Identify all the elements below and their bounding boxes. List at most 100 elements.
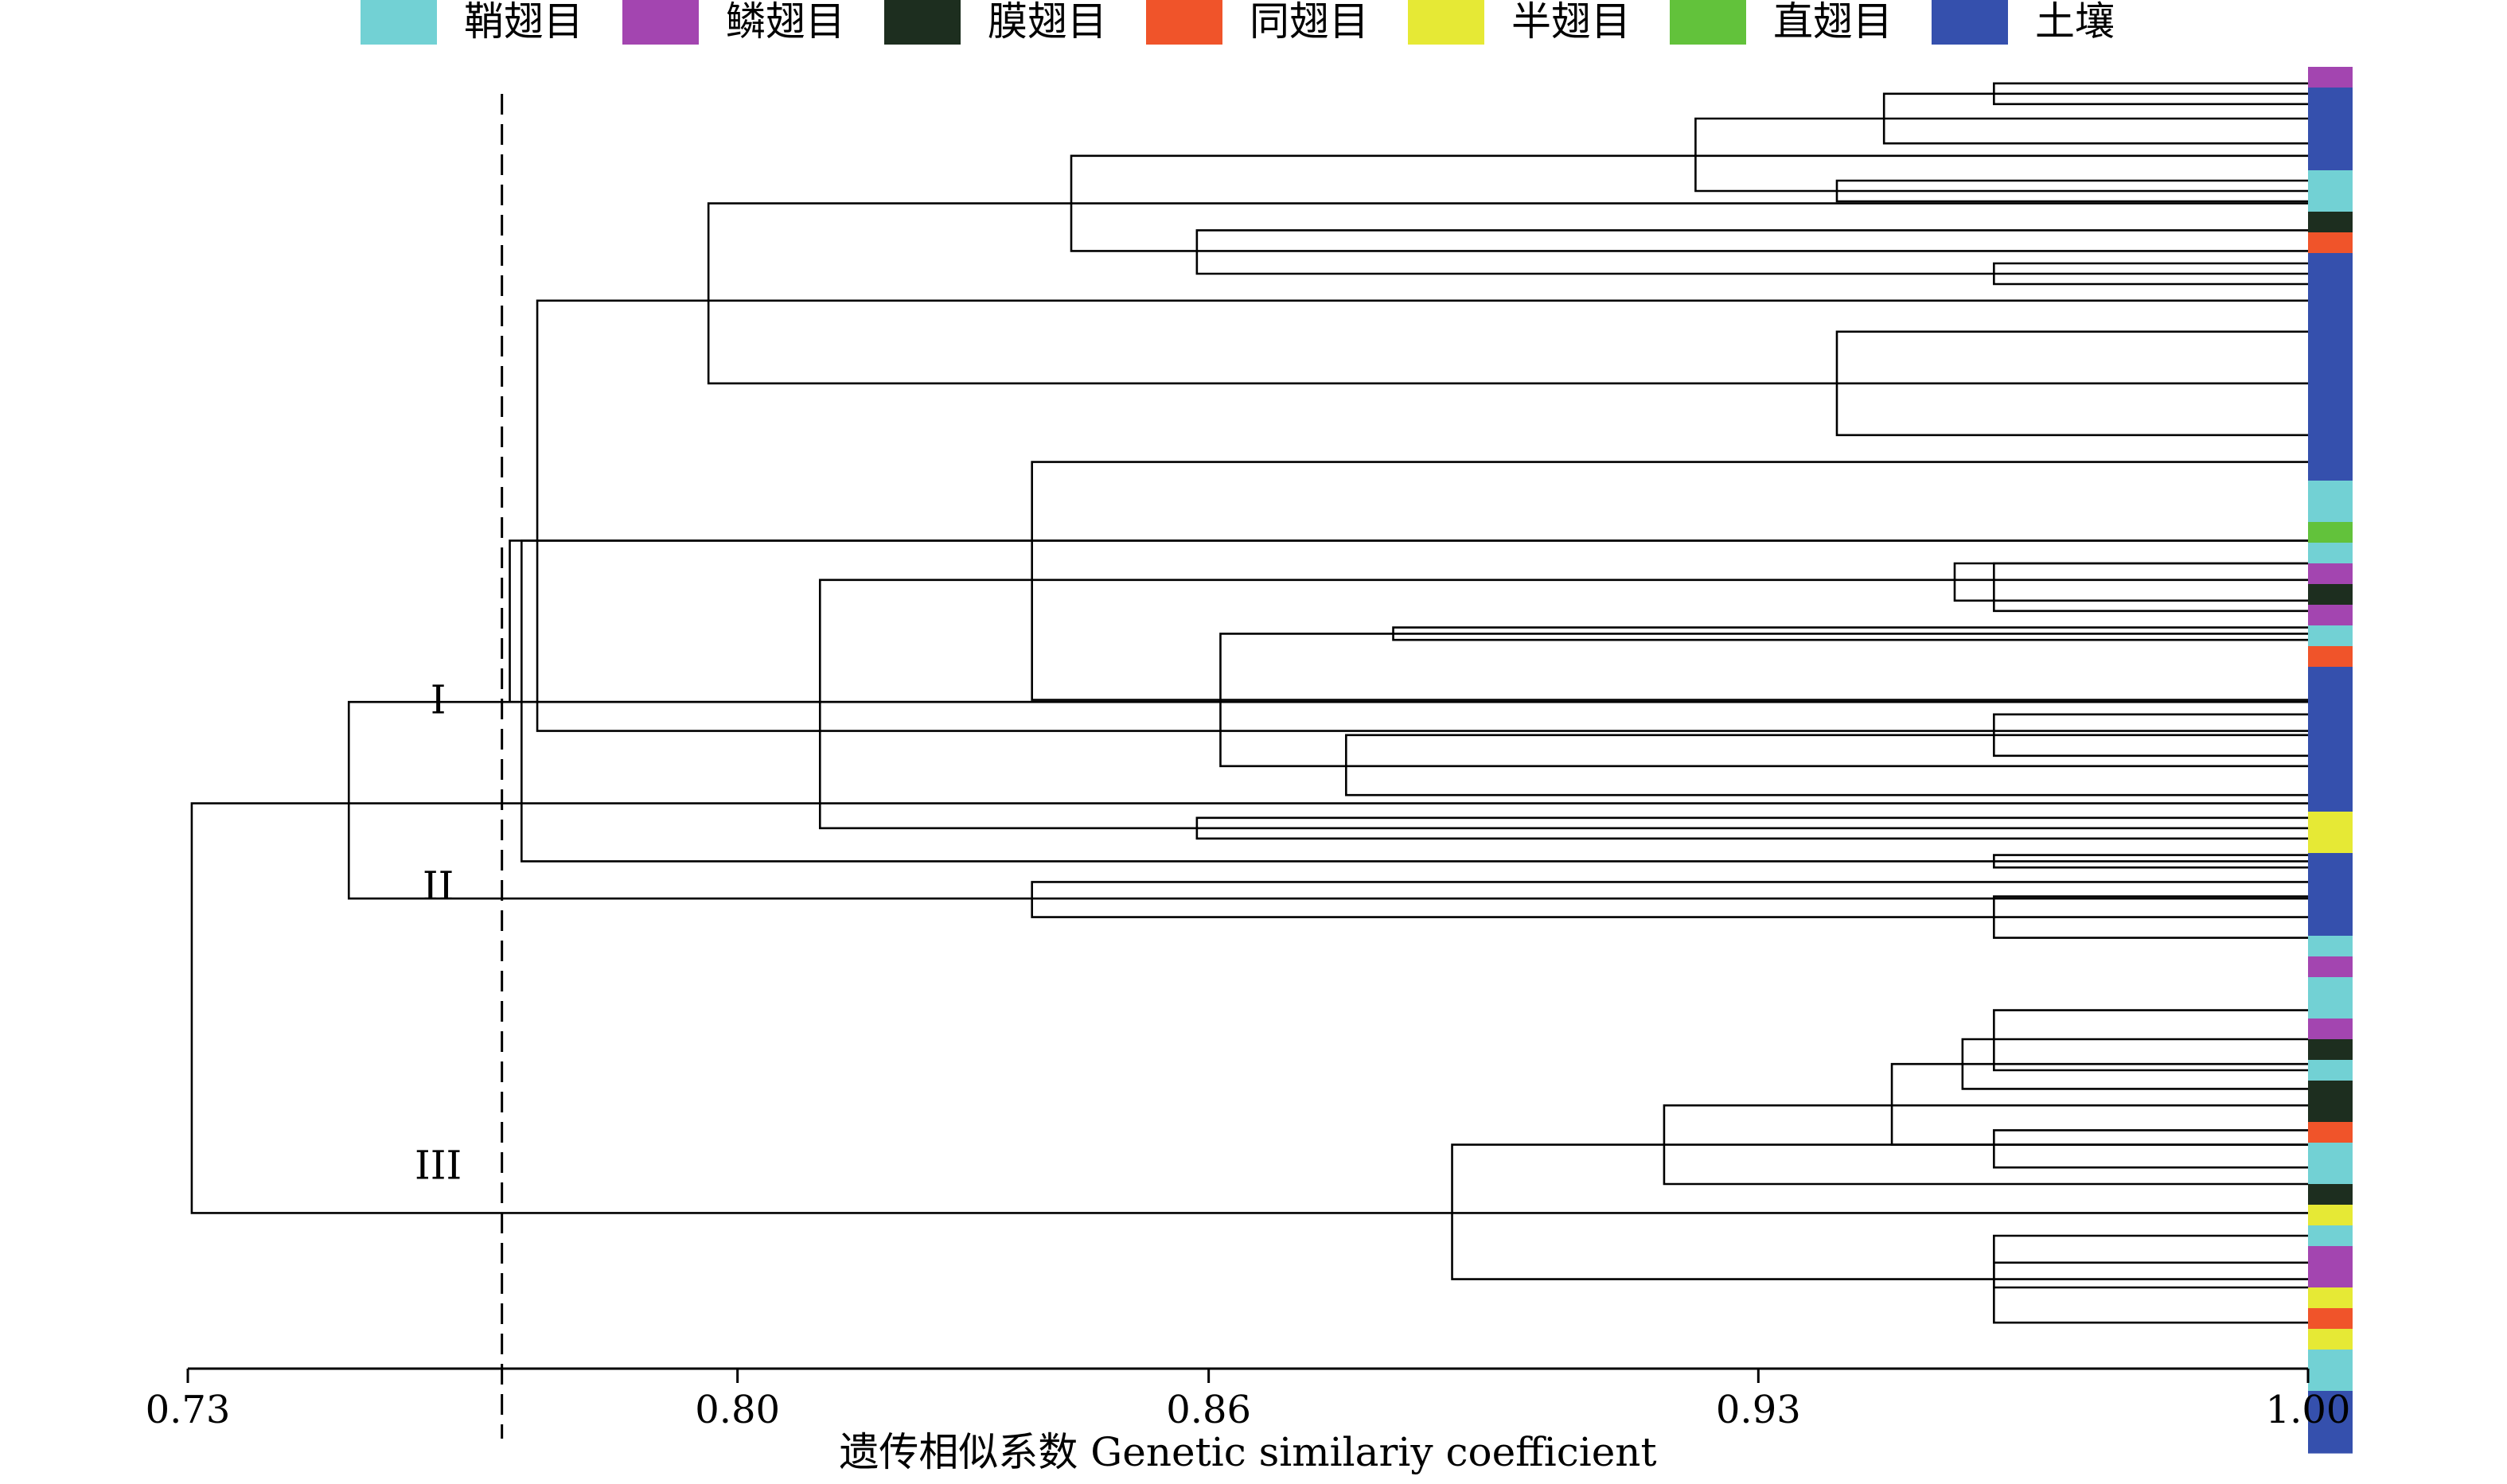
dendrogram-link [1993, 562, 2308, 613]
leaf-color-cell [2308, 770, 2353, 792]
cluster-label: I [431, 677, 446, 723]
leaf-color-cell [2308, 605, 2353, 626]
leaf-color-cell [2308, 1143, 2353, 1164]
leaf-color-cell [2308, 315, 2353, 337]
leaf-color-cell [2308, 625, 2353, 647]
legend-swatch [1932, 0, 2008, 45]
leaf-color-bar [2308, 67, 2353, 1454]
leaf-color-cell [2308, 212, 2353, 233]
leaf-color-cell [2308, 956, 2353, 978]
dendrogram-link [190, 802, 2308, 1214]
leaf-color-cell [2308, 294, 2353, 316]
leaf-color-cell [2308, 853, 2353, 874]
dendrogram-link [1953, 562, 2308, 602]
leaf-color-cell [2308, 1412, 2353, 1433]
leaf-color-cell [2308, 1225, 2353, 1247]
leaf-color-cell [2308, 129, 2353, 150]
legend: 鞘翅目 鳞翅目 膜翅目 同翅目 半翅目 直翅目 土壤 [361, 0, 2115, 45]
leaf-color-cell [2308, 977, 2353, 999]
leaf-color-cell [2308, 1081, 2353, 1102]
leaf-color-cell [2308, 1432, 2353, 1454]
leaf-color-cell [2308, 584, 2353, 606]
leaf-color-cell [2308, 1308, 2353, 1330]
leaf-color-cell [2308, 1370, 2353, 1392]
leaf-color-cell [2308, 419, 2353, 440]
legend-label: 鞘翅目 [464, 0, 583, 45]
leaf-color-cell [2308, 563, 2353, 585]
x-tick-label: 0.80 [695, 1388, 780, 1432]
dendrogram-link [707, 202, 2308, 385]
dendrogram-link [1993, 1129, 2308, 1169]
leaf-color-cell [2308, 522, 2353, 543]
leaf-color-cell [2308, 1122, 2353, 1143]
legend-swatch [622, 0, 699, 45]
leaf-color-cell [2308, 1350, 2353, 1371]
leaf-color-cell [2308, 501, 2353, 523]
leaf-color-cell [2308, 1391, 2353, 1412]
legend-label: 半翅目 [1511, 0, 1631, 45]
cluster-label: II [423, 863, 454, 909]
leaf-color-cell [2308, 191, 2353, 212]
leaf-color-cell [2308, 1019, 2353, 1040]
leaf-color-cell [2308, 667, 2353, 688]
leaf-color-cell [2308, 1039, 2353, 1061]
legend-swatch [1670, 0, 1746, 45]
leaf-color-cell [2308, 791, 2353, 812]
x-tick-label: 0.93 [1716, 1388, 1801, 1432]
leaf-color-cell [2308, 874, 2353, 895]
leaf-color-cell [2308, 687, 2353, 709]
leaf-color-cell [2308, 646, 2353, 668]
leaf-color-cell [2308, 439, 2353, 461]
leaf-color-cell [2308, 543, 2353, 564]
leaf-color-cell [2308, 998, 2353, 1019]
x-axis-label: 遗传相似系数 Genetic similariy coefficient [839, 1429, 1656, 1475]
leaf-color-cell [2308, 150, 2353, 171]
legend-label: 同翅目 [1250, 0, 1369, 45]
legend-label: 土壤 [2035, 0, 2115, 45]
dendrogram-link [818, 578, 2308, 830]
dendrogram-links [190, 82, 2308, 1324]
legend-label: 直翅目 [1773, 0, 1893, 45]
leaf-color-cell [2308, 1163, 2353, 1185]
dendrogram-link [509, 539, 2308, 703]
x-tick-label: 1.00 [2266, 1388, 2351, 1432]
legend-label: 膜翅目 [988, 0, 1107, 45]
dendrogram-link [1993, 1261, 2308, 1324]
legend-label: 鳞翅目 [726, 0, 845, 45]
leaf-color-cell [2308, 1101, 2353, 1123]
cluster-label: III [415, 1143, 462, 1189]
leaf-color-cell [2308, 88, 2353, 109]
x-axis: 0.73 0.80 0.86 0.93 1.00 [146, 1367, 2351, 1432]
dendrogram-link [347, 700, 2308, 900]
leaf-color-cell [2308, 1060, 2353, 1081]
leaf-color-cell [2308, 1287, 2353, 1309]
x-tick-label: 0.86 [1166, 1388, 1251, 1432]
leaf-color-cell [2308, 894, 2353, 916]
leaf-color-cell [2308, 1329, 2353, 1350]
leaf-color-cell [2308, 377, 2353, 399]
dendrogram-link [1195, 229, 2308, 275]
leaf-color-cell [2308, 398, 2353, 419]
leaf-color-cell [2308, 460, 2353, 481]
leaf-color-cell [2308, 1246, 2353, 1268]
legend-swatch [884, 0, 961, 45]
leaf-color-cell [2308, 915, 2353, 937]
dendrogram-link [536, 299, 2308, 732]
leaf-color-cell [2308, 481, 2353, 502]
leaf-color-cell [2308, 108, 2353, 130]
legend-swatch [361, 0, 437, 45]
leaf-color-cell [2308, 170, 2353, 192]
leaf-color-cell [2308, 336, 2353, 357]
legend-swatch [1146, 0, 1222, 45]
leaf-color-cell [2308, 274, 2353, 295]
leaf-color-cell [2308, 67, 2353, 88]
legend-swatch [1408, 0, 1484, 45]
x-tick-label: 0.73 [146, 1388, 231, 1432]
leaf-color-cell [2308, 729, 2353, 750]
leaf-color-cell [2308, 1205, 2353, 1226]
leaf-color-cell [2308, 253, 2353, 275]
leaf-color-cell [2308, 1184, 2353, 1206]
leaf-color-cell [2308, 832, 2353, 854]
